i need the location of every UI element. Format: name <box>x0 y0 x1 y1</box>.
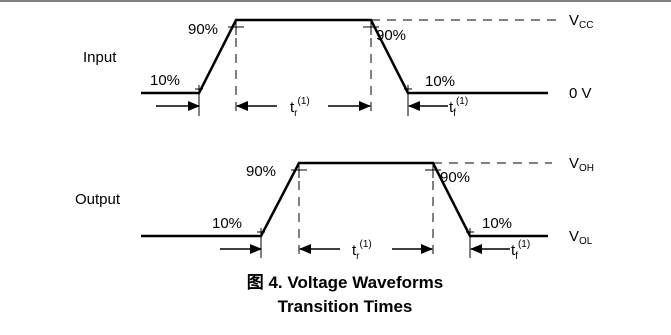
input-10pct-rise-mark <box>195 85 203 93</box>
input-0v-label: 0 V <box>569 85 592 102</box>
input-label: Input <box>83 49 117 66</box>
input-90pct-rise-mark <box>228 19 244 35</box>
input-vcc-label: VCC <box>569 12 593 31</box>
input-waveform <box>141 18 548 95</box>
input-10pct-fall-mark <box>404 85 412 93</box>
output-10pct-rise-mark <box>257 228 265 236</box>
input-90pct-left: 90% <box>188 21 218 38</box>
output-fall-time-label: tf(1) <box>511 239 530 262</box>
input-10pct-left: 10% <box>150 72 180 89</box>
output-10pct-left: 10% <box>212 215 242 232</box>
output-vol-label: VOL <box>569 228 593 247</box>
input-90pct-right: 90% <box>376 27 406 44</box>
figure-caption-line2: Transition Times <box>278 297 413 316</box>
output-rise-time-label: tr(1) <box>352 239 372 262</box>
output-90pct-right: 90% <box>440 169 470 186</box>
output-label: Output <box>75 191 121 208</box>
output-90pct-rise-mark <box>291 162 307 178</box>
input-rise-time-label: tr(1) <box>290 96 310 119</box>
output-10pct-right: 10% <box>482 215 512 232</box>
input-90pct-fall-mark <box>363 19 379 35</box>
output-10pct-fall-mark <box>466 228 474 236</box>
input-fall-time-label: tf(1) <box>449 96 468 119</box>
output-waveform <box>141 161 548 238</box>
output-90pct-fall-mark <box>425 162 441 178</box>
output-90pct-left: 90% <box>246 163 276 180</box>
figure-caption-line1: 图 4. Voltage Waveforms <box>247 273 444 292</box>
input-10pct-right: 10% <box>425 73 455 90</box>
output-voh-label: VOH <box>569 155 594 174</box>
